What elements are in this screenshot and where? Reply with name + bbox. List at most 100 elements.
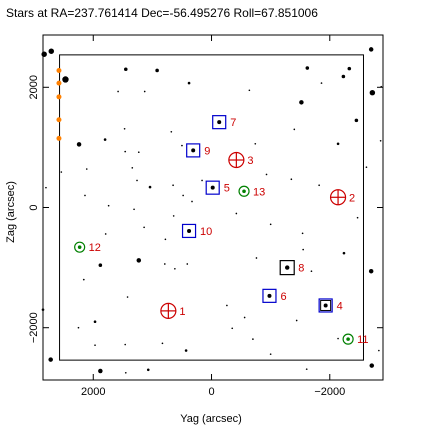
catalog-id-label: 10 — [200, 226, 212, 238]
field-star — [136, 179, 138, 182]
field-star — [187, 81, 191, 85]
x-axis-label: Yag (arcsec) — [180, 413, 242, 425]
field-star — [184, 349, 188, 352]
field-star — [243, 316, 246, 319]
field-star — [182, 194, 184, 197]
catalog-entry-10: 10 — [181, 223, 212, 239]
field-star — [62, 76, 69, 83]
field-star — [98, 368, 103, 374]
x-tick-label: 0 — [208, 386, 214, 398]
field-star — [305, 66, 310, 70]
bad-star — [56, 117, 62, 123]
guide-star-box — [212, 115, 227, 130]
field-star — [136, 258, 142, 263]
field-star — [76, 142, 82, 147]
bad-star — [56, 80, 62, 86]
guide-star — [323, 303, 328, 308]
acq-star-box — [320, 299, 332, 311]
field-star — [41, 308, 45, 311]
field-star — [365, 166, 368, 169]
catalog-id-label: 3 — [247, 155, 253, 167]
field-star — [302, 248, 304, 251]
catalog-entry-3: 3 — [228, 151, 253, 169]
field-star — [104, 233, 107, 235]
field-star — [60, 171, 63, 173]
field-star — [85, 168, 88, 170]
field-star — [148, 185, 152, 189]
field-star — [131, 167, 134, 169]
field-star — [269, 223, 272, 226]
chart-title: Stars at RA=237.761414 Dec=-56.495276 Ro… — [6, 6, 318, 20]
field-star — [305, 368, 308, 371]
field-star — [336, 142, 340, 146]
y-tick-label: 2000 — [28, 75, 40, 99]
catalog-id-label: 12 — [89, 242, 101, 254]
catalog-id-label: 6 — [280, 291, 286, 303]
monitor-star — [346, 337, 350, 341]
catalog-entry-9: 9 — [186, 143, 210, 158]
catalog-entry-4: 4 — [318, 298, 343, 313]
field-star — [77, 326, 80, 329]
monitor-star — [242, 189, 246, 194]
field-star — [124, 67, 128, 72]
field-star — [126, 296, 129, 298]
field-star — [252, 338, 254, 340]
field-star — [172, 184, 174, 187]
y-tick-label: 0 — [28, 204, 40, 210]
field-star — [231, 327, 234, 330]
field-star — [181, 144, 183, 147]
field-star — [356, 216, 359, 219]
catalog-entry-5: 5 — [205, 180, 230, 195]
field-star — [124, 343, 127, 346]
guide-star — [217, 120, 222, 125]
guide-star-box — [262, 288, 277, 303]
bad-star — [56, 135, 62, 141]
guide-star-box — [181, 223, 197, 239]
field-star — [265, 173, 268, 176]
field-star — [248, 89, 251, 92]
field-star — [368, 47, 374, 52]
field-star — [378, 349, 380, 352]
field-star — [337, 337, 339, 340]
field-star — [48, 357, 53, 362]
field-star — [226, 304, 228, 307]
field-star — [186, 263, 189, 265]
catalog-entry-7: 7 — [212, 115, 236, 130]
monitor-window — [74, 241, 86, 253]
field-star — [369, 89, 376, 96]
catalog-id-label: 13 — [253, 186, 265, 198]
guide-star — [210, 185, 215, 190]
field-star — [82, 278, 85, 281]
field-star — [146, 368, 150, 372]
catalog-entry-11: 11 — [342, 333, 369, 346]
field-star — [235, 212, 238, 215]
field-star — [347, 66, 352, 71]
guide-star-box — [205, 180, 220, 195]
field-star — [293, 128, 296, 131]
acq-star-box — [279, 260, 295, 276]
y-tick-label: −2000 — [28, 312, 40, 343]
ccd-boundary — [59, 54, 364, 361]
field-star — [107, 204, 110, 207]
catalog-entry-2: 2 — [329, 189, 355, 206]
field-star — [103, 138, 107, 141]
field-star — [170, 130, 173, 133]
catalog-entry-12: 12 — [74, 241, 101, 254]
bad-stars-layer — [56, 67, 62, 141]
field-star — [98, 263, 103, 267]
catalog-id-label: 7 — [230, 117, 236, 129]
field-star — [124, 371, 127, 374]
field-stars-layer — [41, 47, 383, 374]
field-star — [117, 90, 119, 93]
catalog-entry-1: 1 — [160, 302, 185, 319]
y-axis-label: Zag (arcsec) — [5, 181, 17, 243]
field-star — [41, 51, 47, 57]
acq-star — [285, 265, 290, 270]
x-tick-label: −2000 — [314, 386, 345, 398]
y-axis: 2000 0 −2000 — [28, 75, 383, 343]
field-star — [301, 232, 304, 235]
field-star — [164, 238, 167, 241]
field-star — [143, 90, 146, 93]
